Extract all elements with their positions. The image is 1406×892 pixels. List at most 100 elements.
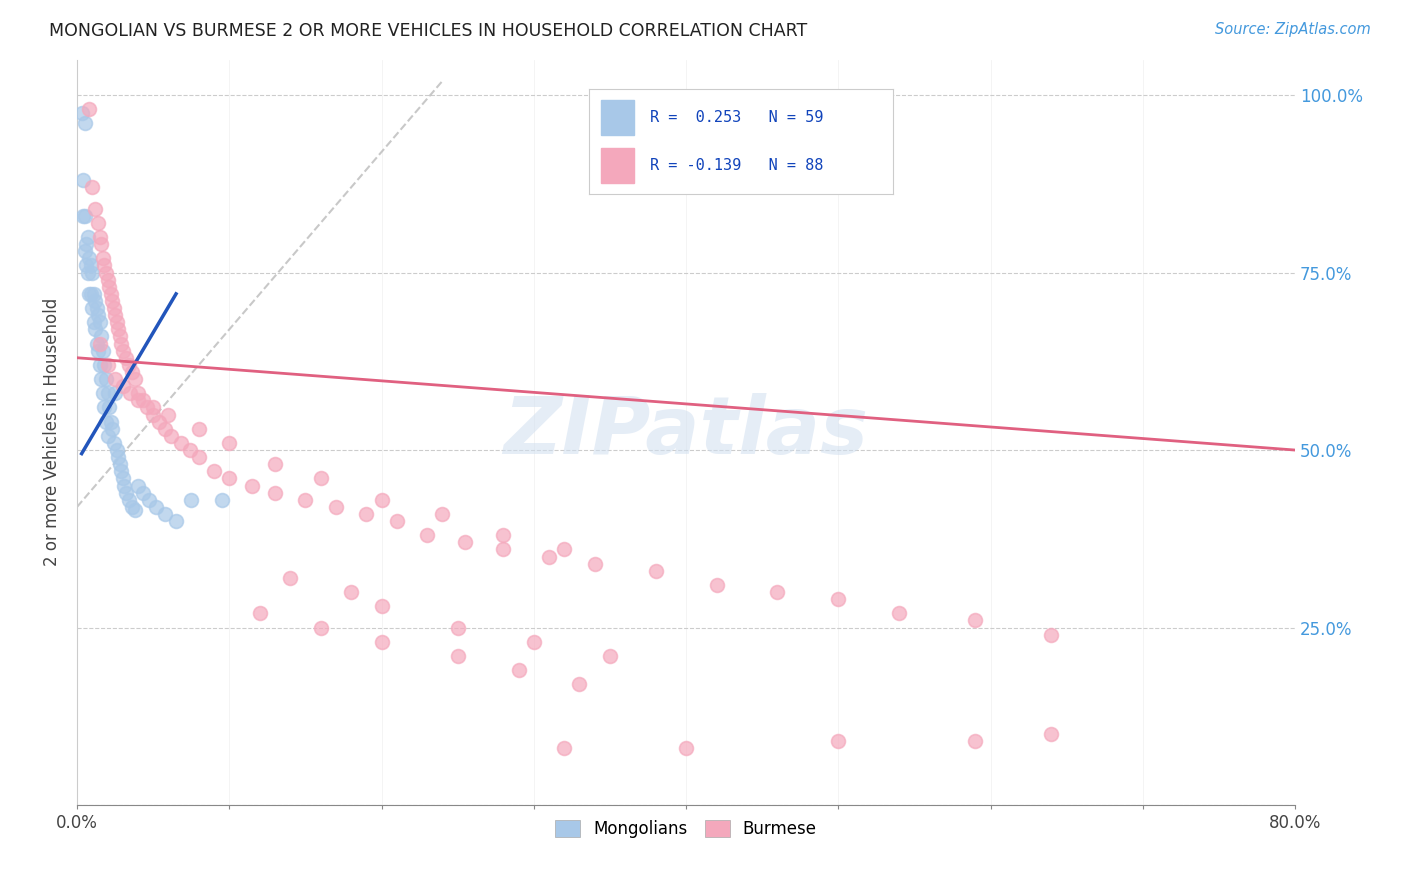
Point bbox=[179, 443, 201, 458]
Point bbox=[827, 734, 849, 748]
Point bbox=[553, 741, 575, 756]
Point bbox=[73, 116, 96, 130]
Point bbox=[121, 500, 143, 514]
Point bbox=[309, 621, 332, 635]
Point bbox=[583, 557, 606, 571]
Point bbox=[309, 471, 332, 485]
Point bbox=[118, 492, 141, 507]
Point bbox=[131, 485, 153, 500]
Point bbox=[827, 592, 849, 607]
Point bbox=[73, 244, 96, 259]
Point bbox=[644, 564, 666, 578]
Point bbox=[80, 286, 103, 301]
Point bbox=[83, 315, 105, 329]
Point bbox=[111, 379, 134, 393]
Point bbox=[432, 507, 454, 521]
Point bbox=[90, 329, 112, 343]
Point bbox=[96, 273, 118, 287]
Point bbox=[340, 585, 363, 599]
Point bbox=[114, 485, 136, 500]
Point bbox=[965, 734, 987, 748]
Point bbox=[72, 209, 94, 223]
Point bbox=[93, 358, 115, 372]
Point bbox=[107, 450, 129, 465]
Point bbox=[370, 599, 392, 614]
Point bbox=[138, 492, 160, 507]
Point bbox=[86, 301, 108, 315]
Point bbox=[83, 286, 105, 301]
Point bbox=[187, 422, 209, 436]
Point bbox=[96, 358, 118, 372]
Point bbox=[965, 614, 987, 628]
Point bbox=[94, 415, 117, 429]
Point bbox=[86, 336, 108, 351]
Point bbox=[1040, 627, 1063, 641]
Point bbox=[124, 503, 146, 517]
Point bbox=[84, 293, 107, 308]
Point bbox=[523, 634, 546, 648]
Point bbox=[93, 401, 115, 415]
Point bbox=[169, 436, 191, 450]
Point bbox=[91, 252, 114, 266]
Point bbox=[104, 308, 127, 322]
Point bbox=[114, 351, 136, 365]
Point bbox=[675, 741, 697, 756]
Point bbox=[187, 450, 209, 465]
Point bbox=[1040, 727, 1063, 741]
Point bbox=[124, 372, 146, 386]
Point bbox=[385, 514, 408, 528]
Point bbox=[89, 230, 111, 244]
Point bbox=[108, 329, 131, 343]
Point bbox=[492, 542, 515, 557]
Point bbox=[145, 500, 167, 514]
Point bbox=[508, 663, 530, 677]
Point bbox=[127, 386, 149, 401]
Point bbox=[72, 173, 94, 187]
Point bbox=[75, 259, 97, 273]
Point bbox=[447, 621, 470, 635]
Point bbox=[537, 549, 560, 564]
Point bbox=[766, 585, 789, 599]
Point bbox=[294, 492, 316, 507]
Point bbox=[73, 209, 96, 223]
Point bbox=[98, 401, 121, 415]
Point bbox=[70, 106, 93, 120]
Point bbox=[76, 230, 98, 244]
Text: Source: ZipAtlas.com: Source: ZipAtlas.com bbox=[1215, 22, 1371, 37]
Point bbox=[136, 401, 159, 415]
Point bbox=[127, 393, 149, 408]
Point bbox=[553, 542, 575, 557]
Point bbox=[82, 266, 104, 280]
Point bbox=[889, 607, 911, 621]
Point bbox=[370, 492, 392, 507]
Point bbox=[447, 648, 470, 663]
Point bbox=[87, 216, 110, 230]
Point bbox=[87, 343, 110, 358]
Point bbox=[91, 386, 114, 401]
Point bbox=[103, 436, 125, 450]
Point bbox=[77, 252, 100, 266]
Point bbox=[94, 266, 117, 280]
Point bbox=[90, 372, 112, 386]
Point bbox=[90, 237, 112, 252]
Point bbox=[105, 443, 128, 458]
Point bbox=[249, 607, 271, 621]
Point bbox=[165, 514, 187, 528]
Point bbox=[80, 259, 103, 273]
Point bbox=[155, 507, 177, 521]
Point bbox=[155, 422, 177, 436]
Legend: Mongolians, Burmese: Mongolians, Burmese bbox=[548, 814, 824, 845]
Y-axis label: 2 or more Vehicles in Household: 2 or more Vehicles in Household bbox=[44, 298, 60, 566]
Point bbox=[101, 293, 124, 308]
Point bbox=[112, 478, 135, 492]
Point bbox=[160, 429, 183, 443]
Point bbox=[110, 464, 132, 478]
Point bbox=[118, 358, 141, 372]
Point bbox=[77, 103, 100, 117]
Point bbox=[111, 471, 134, 485]
Point bbox=[100, 286, 122, 301]
Text: MONGOLIAN VS BURMESE 2 OR MORE VEHICLES IN HOUSEHOLD CORRELATION CHART: MONGOLIAN VS BURMESE 2 OR MORE VEHICLES … bbox=[49, 22, 807, 40]
Point bbox=[105, 315, 128, 329]
Point bbox=[568, 677, 591, 691]
Point bbox=[218, 471, 240, 485]
